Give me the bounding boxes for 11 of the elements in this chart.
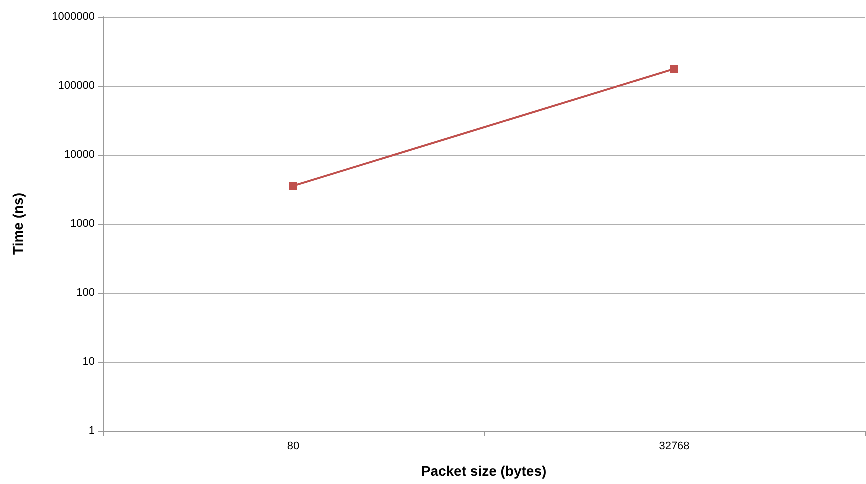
x-axis-title: Packet size (bytes)	[421, 463, 547, 479]
y-tick-label: 10000	[64, 149, 95, 161]
y-tick-label: 1	[88, 425, 95, 437]
y-tick-label: 1000	[70, 218, 95, 230]
y-tick-label: 100	[76, 287, 95, 299]
x-tick-label: 32768	[659, 440, 690, 452]
y-axis-title: Time (ns)	[10, 193, 26, 255]
y-tick-label: 1000000	[52, 11, 95, 23]
y-tick-label: 100000	[58, 80, 95, 92]
x-tick-label: 80	[287, 440, 300, 452]
y-tick-label: 10	[82, 356, 95, 368]
